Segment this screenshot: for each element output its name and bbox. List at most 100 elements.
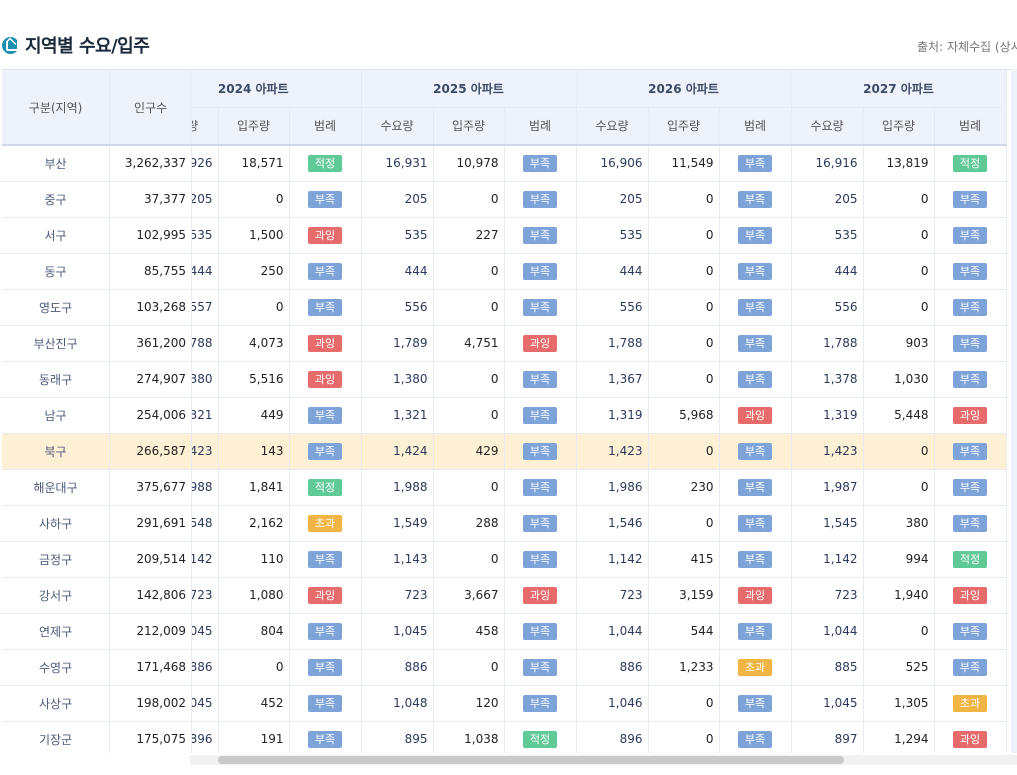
table-row[interactable]: 444250부족4440부족4440부족4440부족 (192, 253, 1007, 290)
demand-value: 1,044 (576, 613, 649, 650)
table-row[interactable]: 동구 85,755 (2, 253, 192, 290)
table-row[interactable]: 북구 266,587 (2, 433, 192, 470)
population-value: 266,587 (109, 433, 192, 470)
header-movein[interactable]: 입주량 (863, 107, 935, 146)
table-row[interactable]: 남구 254,006 (2, 397, 192, 434)
header-year: 2026 아파트 (576, 70, 792, 108)
region-name: 북구 (2, 433, 111, 470)
table-row[interactable]: 해운대구 375,677 (2, 469, 192, 506)
demand-value: 1,046 (576, 685, 649, 722)
table-row[interactable]: 1,321449부족1,3210부족1,3195,968과잉1,3195,448… (192, 397, 1007, 434)
status-badge: 부족 (308, 262, 342, 280)
legend-cell: 과잉 (289, 217, 362, 254)
table-row[interactable]: 영도구 103,268 (2, 289, 192, 326)
status-badge: 초과 (738, 658, 772, 676)
legend-cell: 부족 (934, 613, 1007, 650)
demand-value: 557 (192, 289, 219, 326)
movein-value: 0 (863, 181, 935, 218)
population-value: 274,907 (109, 361, 192, 398)
population-value: 198,002 (109, 685, 192, 722)
table-row[interactable]: 사상구 198,002 (2, 685, 192, 722)
home-icon (2, 36, 19, 54)
table-row[interactable]: 강서구 142,806 (2, 577, 192, 614)
header-demand[interactable]: 수요량 (791, 107, 864, 146)
movein-value: 903 (863, 325, 935, 362)
header-movein[interactable]: 입주량 (648, 107, 720, 146)
movein-value: 18,571 (218, 145, 290, 182)
legend-cell: 적정 (289, 145, 362, 182)
header-movein[interactable]: 입주량 (218, 107, 290, 146)
status-badge: 과잉 (523, 586, 557, 604)
vertical-scrollbar[interactable] (1011, 69, 1017, 753)
legend-cell: 초과 (934, 685, 1007, 722)
status-badge: 부족 (738, 370, 772, 388)
demand-value: 895 (361, 721, 434, 753)
movein-value: 0 (863, 433, 935, 470)
header-legend[interactable]: 범례 (934, 107, 1007, 146)
status-badge: 부족 (523, 550, 557, 568)
table-row[interactable]: 금정구 209,514 (2, 541, 192, 578)
movein-value: 0 (863, 217, 935, 254)
horizontal-scrollbar-thumb[interactable] (218, 756, 844, 764)
table-row[interactable]: 수영구 171,468 (2, 649, 192, 686)
demand-value: 723 (361, 577, 434, 614)
header-demand[interactable]: 수요량 (192, 107, 219, 146)
header-movein[interactable]: 입주량 (433, 107, 505, 146)
population-value: 254,006 (109, 397, 192, 434)
movein-value: 380 (863, 505, 935, 542)
table-row[interactable]: 부산진구 361,200 (2, 325, 192, 362)
table-row[interactable]: 사하구 291,691 (2, 505, 192, 542)
header-legend[interactable]: 범례 (719, 107, 792, 146)
demand-value: 1,548 (192, 505, 219, 542)
legend-cell: 부족 (719, 433, 792, 470)
demand-value: 1,380 (361, 361, 434, 398)
header-legend[interactable]: 범례 (504, 107, 577, 146)
legend-cell: 부족 (934, 289, 1007, 326)
status-badge: 부족 (523, 442, 557, 460)
legend-cell: 부족 (504, 181, 577, 218)
region-name: 금정구 (2, 541, 111, 578)
table-row[interactable]: 2050부족2050부족2050부족2050부족 (192, 181, 1007, 218)
status-badge: 과잉 (523, 334, 557, 352)
table-row[interactable]: 1,7884,073과잉1,7894,751과잉1,7880부족1,788903… (192, 325, 1007, 362)
movein-value: 2,162 (218, 505, 290, 542)
fixed-columns: 구분(지역) 인구수 부산 3,262,337 중구 37,377 서구 102,995 동… (2, 70, 192, 753)
table-row[interactable]: 동래구 274,907 (2, 361, 192, 398)
demand-value: 897 (791, 721, 864, 753)
status-badge: 부족 (523, 622, 557, 640)
status-badge: 부족 (308, 730, 342, 748)
region-name: 사상구 (2, 685, 111, 722)
table-row[interactable]: 부산 3,262,337 (2, 145, 192, 182)
table-row[interactable]: 기장군 175,075 (2, 721, 192, 753)
movein-value: 13,819 (863, 145, 935, 182)
table-row[interactable]: 서구 102,995 (2, 217, 192, 254)
movein-value: 5,448 (863, 397, 935, 434)
header-population[interactable]: 인구수 (109, 70, 192, 146)
header-region[interactable]: 구분(지역) (2, 70, 111, 146)
header-demand[interactable]: 수요량 (361, 107, 434, 146)
table-row[interactable]: 5570부족5560부족5560부족5560부족 (192, 289, 1007, 326)
header-legend[interactable]: 범례 (289, 107, 362, 146)
table-row[interactable]: 중구 37,377 (2, 181, 192, 218)
status-badge: 부족 (953, 262, 987, 280)
legend-cell: 부족 (719, 325, 792, 362)
demand-value: 886 (192, 649, 219, 686)
header-demand[interactable]: 수요량 (576, 107, 649, 146)
table-row[interactable]: 연제구 212,009 (2, 613, 192, 650)
movein-value: 10,978 (433, 145, 505, 182)
demand-value: 1,367 (576, 361, 649, 398)
